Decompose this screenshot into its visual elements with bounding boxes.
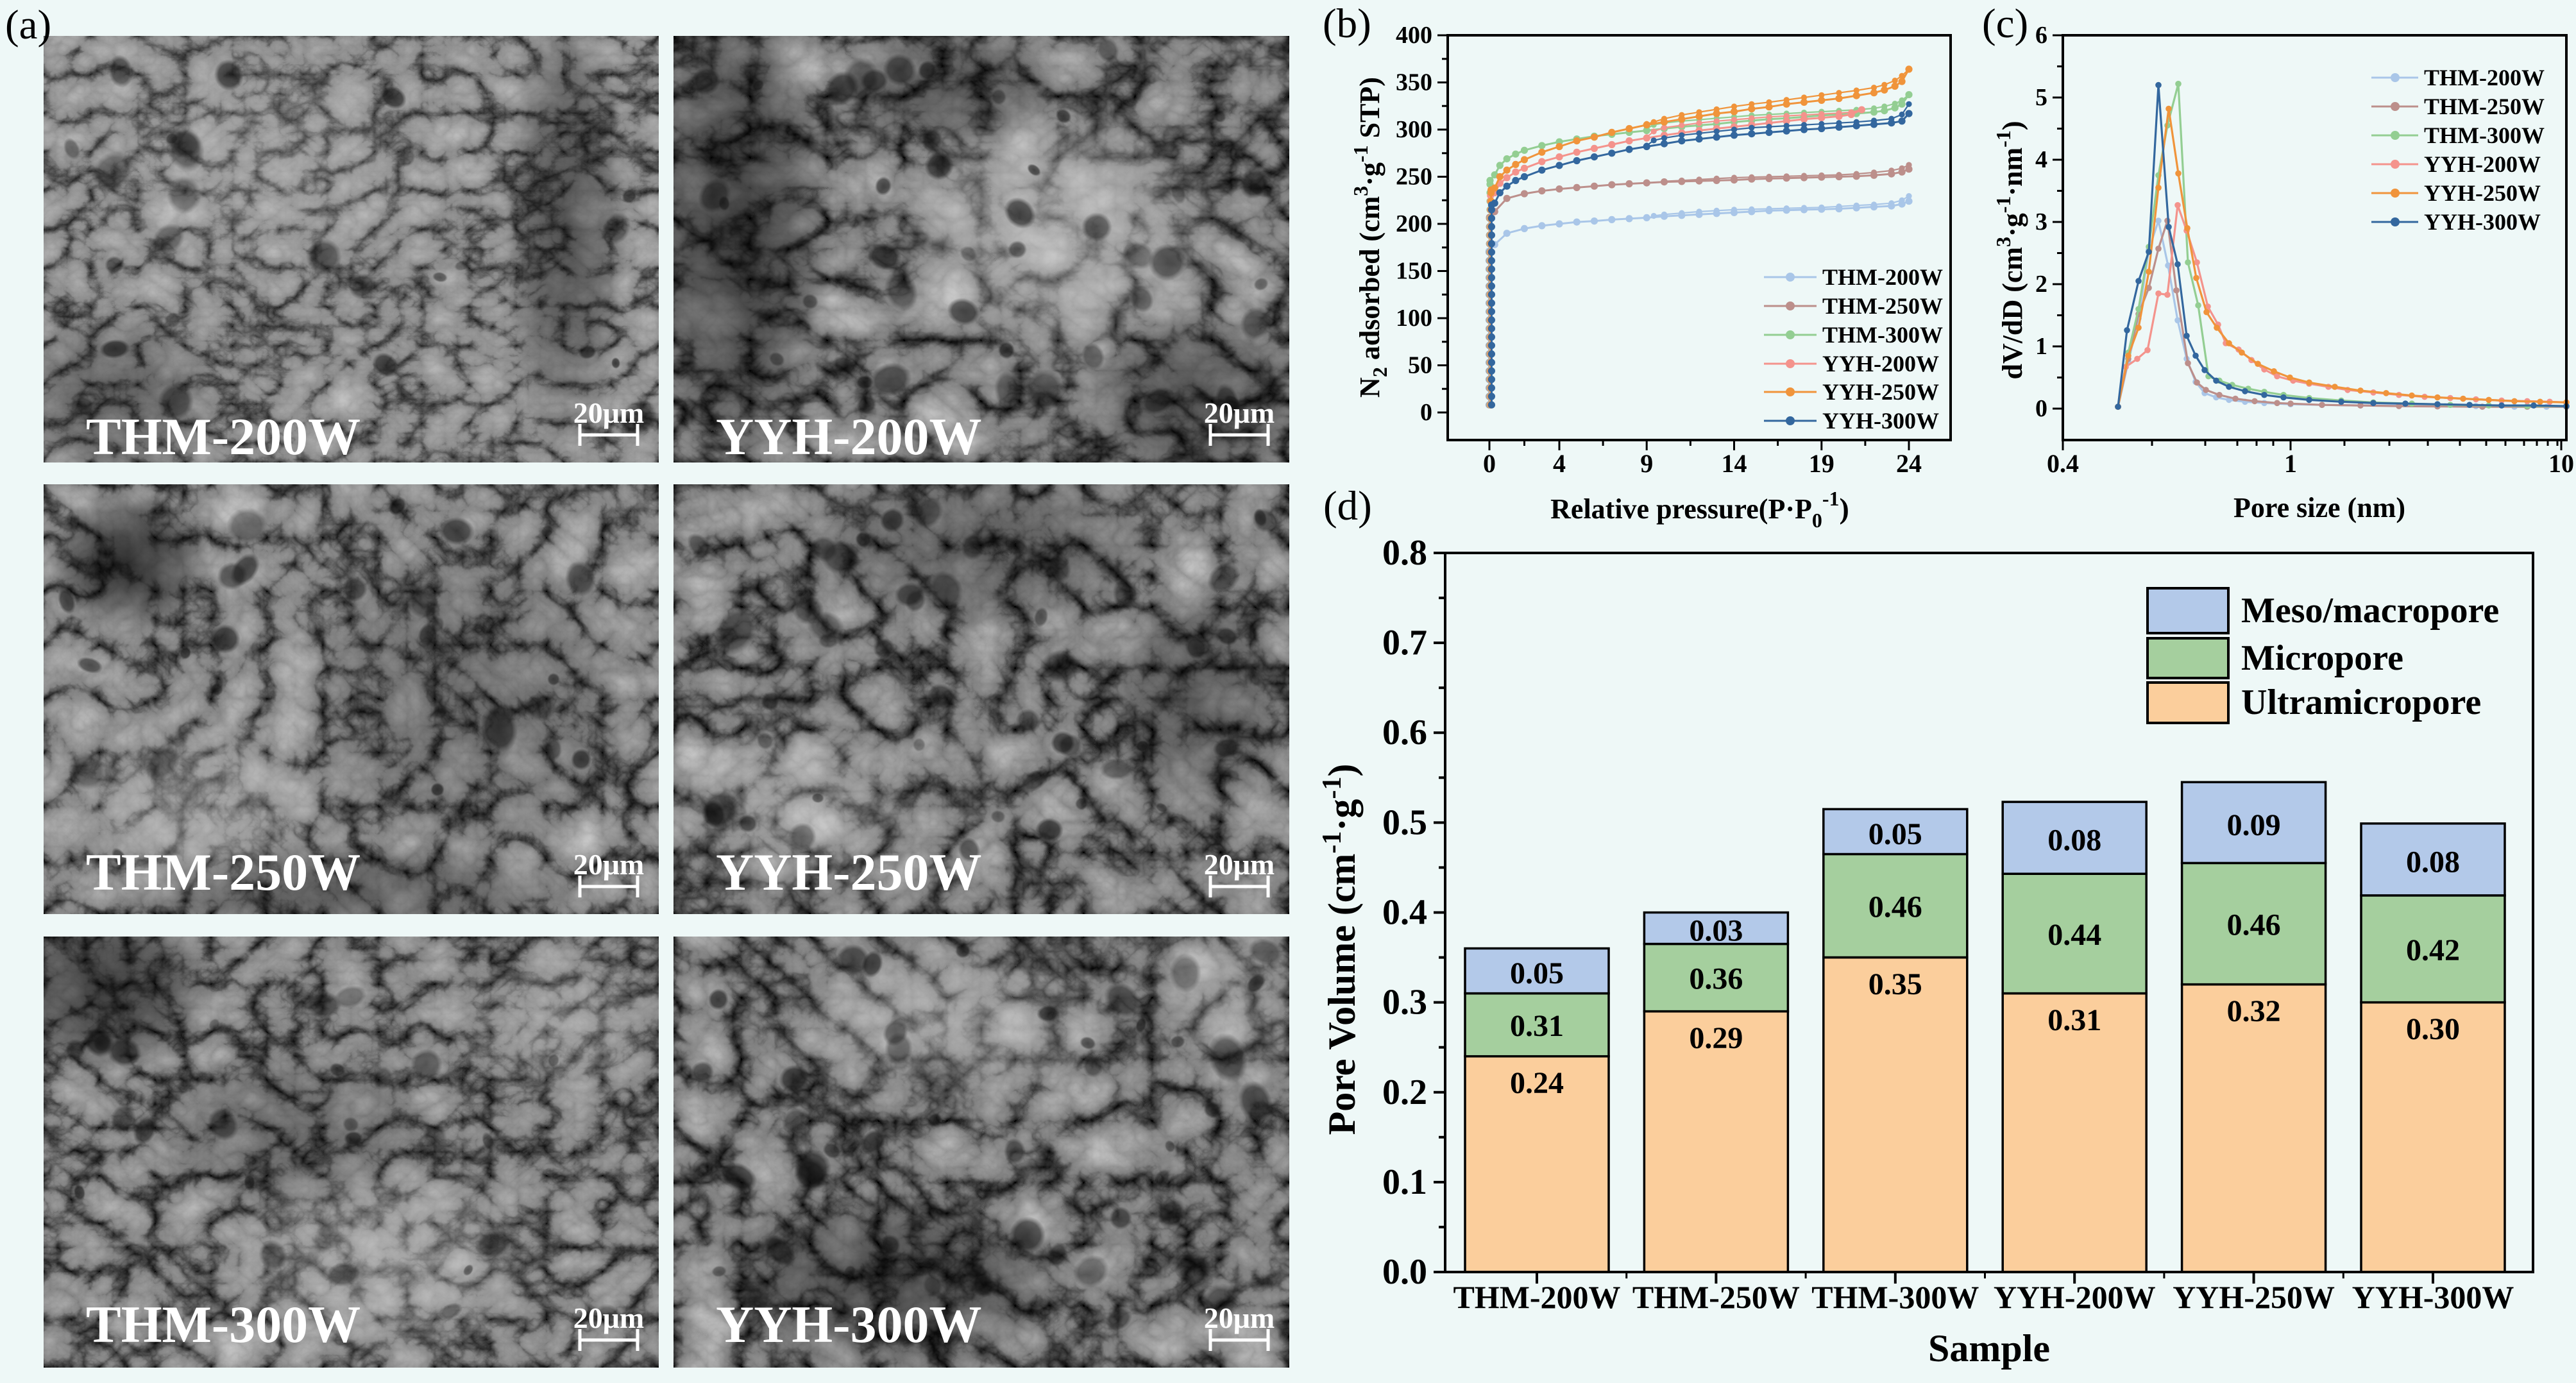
svg-text:0.46: 0.46	[2227, 908, 2281, 942]
svg-text:0.44: 0.44	[2047, 918, 2101, 952]
svg-text:0.29: 0.29	[1689, 1021, 1743, 1055]
svg-text:20μm: 20μm	[573, 1302, 644, 1334]
svg-text:0.35: 0.35	[1868, 967, 1922, 1001]
svg-text:3: 3	[2035, 208, 2047, 235]
svg-text:0.03: 0.03	[1689, 914, 1743, 948]
svg-text:0.08: 0.08	[2406, 845, 2460, 879]
svg-text:300: 300	[1396, 116, 1432, 143]
svg-text:20μm: 20μm	[1204, 1302, 1275, 1334]
svg-text:Micropore: Micropore	[2241, 638, 2403, 678]
svg-text:0.31: 0.31	[1510, 1009, 1564, 1043]
svg-text:1: 1	[2284, 449, 2297, 478]
svg-text:2: 2	[2035, 271, 2047, 298]
svg-text:THM-250W: THM-250W	[1632, 1279, 1800, 1315]
svg-text:150: 150	[1396, 258, 1432, 285]
svg-text:N2 adsorbed (cm3·g-1 STP): N2 adsorbed (cm3·g-1 STP)	[1349, 77, 1391, 398]
svg-text:YYH-200W: YYH-200W	[1822, 351, 1939, 377]
svg-text:THM-300W: THM-300W	[2424, 123, 2545, 148]
svg-text:20μm: 20μm	[1204, 848, 1275, 881]
svg-text:100: 100	[1396, 305, 1432, 332]
svg-text:0: 0	[2035, 395, 2047, 422]
svg-text:50: 50	[1408, 352, 1432, 379]
svg-text:THM-300W: THM-300W	[1811, 1279, 1979, 1315]
svg-text:0.0: 0.0	[1382, 1252, 1427, 1292]
svg-text:0: 0	[1483, 449, 1496, 478]
svg-text:YYH-250W: YYH-250W	[2424, 180, 2541, 206]
svg-text:4: 4	[1553, 449, 1566, 478]
svg-text:0.32: 0.32	[2227, 994, 2281, 1028]
svg-text:200: 200	[1396, 210, 1432, 237]
svg-text:4: 4	[2035, 146, 2047, 173]
svg-text:0.4: 0.4	[1382, 893, 1427, 933]
svg-text:YYH-250W: YYH-250W	[716, 843, 982, 901]
svg-text:0.36: 0.36	[1689, 962, 1743, 996]
svg-text:THM-200W: THM-200W	[2424, 65, 2545, 90]
svg-text:0.31: 0.31	[2047, 1003, 2101, 1037]
svg-text:THM-250W: THM-250W	[2424, 94, 2545, 119]
svg-text:0.08: 0.08	[2047, 824, 2101, 858]
svg-text:THM-300W: THM-300W	[1822, 322, 1943, 348]
svg-text:THM-300W: THM-300W	[86, 1295, 360, 1353]
svg-text:0.7: 0.7	[1382, 623, 1427, 663]
svg-text:Pore size (nm): Pore size (nm)	[2233, 492, 2405, 523]
svg-text:YYH-250W: YYH-250W	[2173, 1279, 2335, 1315]
svg-text:0.42: 0.42	[2406, 933, 2460, 967]
svg-text:9: 9	[1640, 449, 1653, 478]
svg-text:400: 400	[1396, 22, 1432, 49]
svg-text:YYH-200W: YYH-200W	[716, 407, 982, 462]
svg-text:24: 24	[1896, 449, 1922, 478]
svg-text:YYH-200W: YYH-200W	[2424, 151, 2541, 177]
svg-text:250: 250	[1396, 164, 1432, 191]
svg-text:0.24: 0.24	[1510, 1066, 1564, 1100]
svg-text:0.5: 0.5	[1382, 802, 1427, 842]
svg-text:THM-250W: THM-250W	[1822, 293, 1943, 319]
svg-text:20μm: 20μm	[573, 848, 644, 881]
svg-text:10: 10	[2548, 449, 2574, 478]
svg-text:14: 14	[1722, 449, 1747, 478]
svg-text:20μm: 20μm	[573, 396, 644, 429]
svg-text:6: 6	[2035, 22, 2047, 49]
svg-text:19: 19	[1809, 449, 1835, 478]
svg-text:0.2: 0.2	[1382, 1073, 1427, 1112]
svg-text:Ultramicropore: Ultramicropore	[2241, 683, 2481, 722]
svg-text:YYH-300W: YYH-300W	[716, 1295, 982, 1353]
svg-text:YYH-300W: YYH-300W	[2424, 209, 2541, 235]
svg-text:1: 1	[2035, 333, 2047, 360]
svg-text:0.1: 0.1	[1382, 1162, 1427, 1202]
svg-text:Pore Volume (cm-1·g-1): Pore Volume (cm-1·g-1)	[1318, 764, 1363, 1135]
svg-text:0.30: 0.30	[2406, 1012, 2460, 1046]
svg-text:0.46: 0.46	[1868, 890, 1922, 924]
svg-text:0.6: 0.6	[1382, 713, 1427, 752]
svg-text:THM-200W: THM-200W	[1822, 264, 1943, 290]
svg-text:YYH-250W: YYH-250W	[1822, 379, 1939, 405]
svg-text:20μm: 20μm	[1204, 396, 1275, 429]
svg-text:YYH-300W: YYH-300W	[1822, 408, 1939, 434]
svg-text:0.05: 0.05	[1510, 956, 1564, 990]
svg-text:THM-250W: THM-250W	[86, 843, 360, 901]
svg-text:0.05: 0.05	[1868, 817, 1922, 851]
svg-text:Sample: Sample	[1928, 1327, 2050, 1370]
svg-text:0.8: 0.8	[1382, 533, 1427, 573]
svg-text:5: 5	[2035, 84, 2047, 111]
svg-text:THM-200W: THM-200W	[86, 407, 360, 462]
svg-text:350: 350	[1396, 69, 1432, 96]
svg-text:0.09: 0.09	[2227, 808, 2281, 842]
svg-text:0: 0	[1420, 399, 1432, 426]
svg-text:0.4: 0.4	[2047, 449, 2079, 478]
svg-text:THM-200W: THM-200W	[1453, 1279, 1620, 1315]
svg-text:YYH-300W: YYH-300W	[2352, 1279, 2514, 1315]
svg-text:YYH-200W: YYH-200W	[1994, 1279, 2156, 1315]
svg-text:dV/dD (cm3·g-1·nm-1): dV/dD (cm3·g-1·nm-1)	[1992, 121, 2028, 379]
svg-text:Relative pressure(P·P0-1): Relative pressure(P·P0-1)	[1550, 487, 1849, 532]
svg-text:0.3: 0.3	[1382, 983, 1427, 1022]
svg-text:Meso/macropore: Meso/macropore	[2241, 591, 2499, 631]
